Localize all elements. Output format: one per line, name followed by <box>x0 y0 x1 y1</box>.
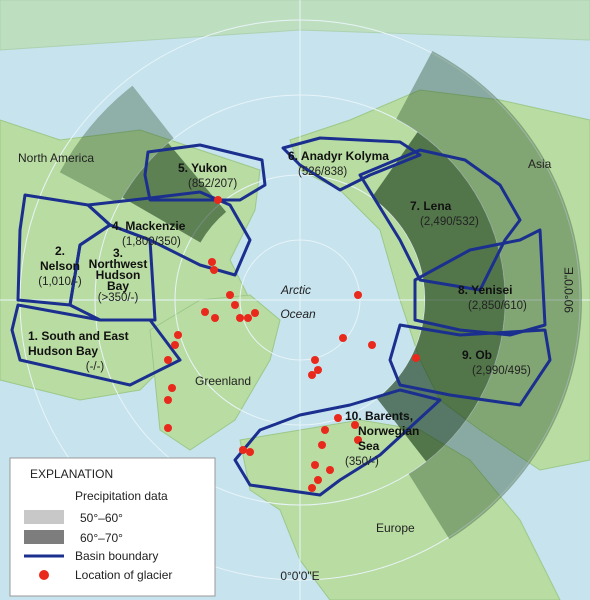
sector-60-70 <box>371 132 505 462</box>
basin-stats: (1,010/-) <box>38 276 82 288</box>
legend-label: 60°–70° <box>80 531 123 545</box>
legend-title: EXPLANATION <box>30 467 113 481</box>
region-label: Asia <box>528 157 552 171</box>
basin-boundaries <box>10 136 552 497</box>
legend-swatch <box>24 530 64 544</box>
sector-60-70 <box>122 143 227 243</box>
sector-50-60 <box>396 51 582 540</box>
basin-name: Nelson <box>40 259 80 273</box>
basin-stats: (2,850/610) <box>468 300 527 312</box>
basin-name: Sea <box>358 439 380 453</box>
legend-label: Location of glacier <box>75 568 172 582</box>
ocean-label: Arctic <box>280 283 311 297</box>
region-label: Greenland <box>195 374 251 388</box>
basin-name: 10. Barents, <box>345 409 413 423</box>
sector-50-60 <box>59 85 174 204</box>
basin-name: 8. Yenisei <box>458 283 513 297</box>
ocean-label: Ocean <box>280 307 316 321</box>
basin-name: 7. Lena <box>410 199 452 213</box>
basin-stats: (2,490/532) <box>420 216 479 228</box>
basin-name: 9. Ob <box>462 348 492 362</box>
basin-name: Hudson Bay <box>28 344 98 358</box>
basin-name: 2. <box>55 244 65 258</box>
basin-name: Northwest <box>89 257 148 271</box>
basin-name: 5. Yukon <box>178 161 227 175</box>
legend-subtitle: Precipitation data <box>75 489 168 503</box>
longitude-label: 90°0'0"E <box>562 267 576 313</box>
basin-stats: (-/-) <box>86 361 105 373</box>
legend-label: Basin boundary <box>75 549 158 563</box>
labels: North America Asia Greenland Europe Arct… <box>18 149 576 583</box>
basin-stats: (526/838) <box>298 166 347 178</box>
precipitation-sectors <box>59 51 582 540</box>
basin-name: Bay <box>107 279 129 293</box>
basin-stats: (1,800/350) <box>122 236 181 248</box>
region-label: North America <box>18 151 94 165</box>
basin-name: 1. South and East <box>28 329 129 343</box>
legend-swatch <box>24 510 64 524</box>
basin-name: Norwegian <box>358 424 419 438</box>
longitude-label: 0°0'0"E <box>280 569 319 583</box>
basin-name: 4. Mackenzie <box>112 219 186 233</box>
basin-name: Hudson <box>96 268 141 282</box>
basin-name: 6. Anadyr Kolyma <box>288 149 389 163</box>
basin-stats: (350/-) <box>345 456 379 468</box>
legend-swatch <box>39 570 49 580</box>
basin-name: 3. <box>113 246 123 260</box>
basin-stats: (>350/-) <box>98 292 139 304</box>
glaciers <box>164 196 420 492</box>
region-label: Europe <box>376 521 415 535</box>
basin-stats: (2,990/495) <box>472 365 531 377</box>
legend-label: 50°–60° <box>80 511 123 525</box>
legend: EXPLANATION Precipitation data 50°–60° 6… <box>9 457 216 597</box>
basin-stats: (852/207) <box>188 178 237 190</box>
